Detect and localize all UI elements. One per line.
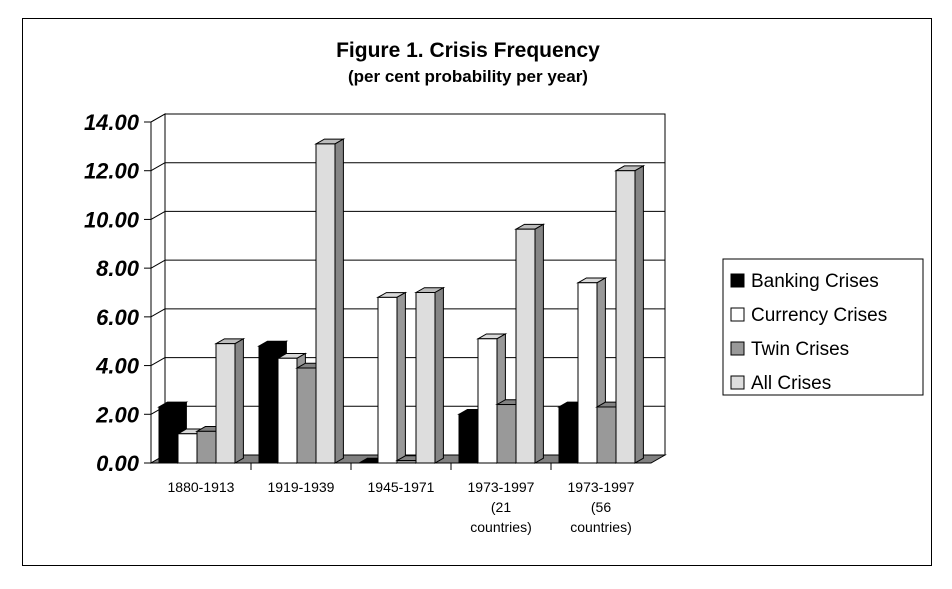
bar-front <box>258 345 279 464</box>
bars-layer <box>157 138 646 464</box>
legend-label: Banking Crises <box>751 271 879 292</box>
x-tick-label: 1919-1939 <box>268 479 335 495</box>
x-tick-label: 1880-1913 <box>168 479 235 495</box>
legend-swatch <box>730 375 745 390</box>
bar <box>314 138 346 464</box>
legend-label: Twin Crises <box>751 339 849 360</box>
y-tick-label: 6.00 <box>96 305 140 330</box>
x-tick-label: 1973-1997 <box>568 479 635 495</box>
bar-front <box>377 296 398 464</box>
x-tick-label: (56 <box>591 499 611 515</box>
bar <box>514 223 546 464</box>
bar <box>214 337 246 464</box>
y-axis: 0.00 2.00 4.00 6.00 8.00 10.00 12.00 14.00 <box>84 110 152 476</box>
bar-front <box>596 406 617 464</box>
x-tick-label: countries) <box>570 519 631 535</box>
bar-front <box>558 406 579 464</box>
legend-label: Currency Crises <box>751 305 887 326</box>
bar-front <box>177 433 198 464</box>
y-tick-label: 14.00 <box>84 110 140 135</box>
bar-front <box>215 343 236 464</box>
bar-front <box>458 413 479 464</box>
y-tick-label: 0.00 <box>96 451 140 476</box>
y-tick-label: 2.00 <box>95 402 140 427</box>
bar-front <box>477 338 498 464</box>
bar-side <box>634 165 644 464</box>
gridline-side <box>150 162 166 172</box>
chart-title: Figure 1. Crisis Frequency <box>336 39 600 62</box>
legend-swatch <box>730 307 745 322</box>
bar-side <box>534 223 544 464</box>
y-tick-label: 10.00 <box>84 207 140 232</box>
legend-swatch <box>730 341 745 356</box>
bar-front <box>615 170 636 464</box>
bar-front <box>158 406 179 464</box>
gridline-side <box>150 308 166 318</box>
bar <box>376 291 408 464</box>
bar-side <box>334 138 344 464</box>
chart-subtitle: (per cent probability per year) <box>348 67 588 86</box>
gridline-side <box>150 259 166 269</box>
bar-front <box>196 430 217 464</box>
bar-side <box>234 337 244 464</box>
legend-swatch <box>730 273 745 288</box>
y-tick-label: 4.00 <box>95 354 140 379</box>
bar-front <box>577 282 598 464</box>
chart-frame: Figure 1. Crisis Frequency (per cent pro… <box>22 18 932 566</box>
bar-front <box>296 367 317 464</box>
bar-side <box>434 286 444 464</box>
bar-front <box>315 143 336 464</box>
bar-front <box>496 404 517 464</box>
bar <box>414 286 446 464</box>
x-axis: 1880-1913 1919-1939 1945-1971 1973-1997 (21 c… <box>151 462 651 535</box>
x-tick-label: countries) <box>470 519 531 535</box>
legend-label: All Crises <box>751 373 831 394</box>
bar-front <box>515 228 536 464</box>
legend: Banking Crises Currency Crises Twin Crises… <box>722 258 924 396</box>
legend-box <box>722 258 924 396</box>
gridline-side <box>150 113 166 123</box>
x-tick-label: 1973-1997 <box>468 479 535 495</box>
bar-chart: Figure 1. Crisis Frequency (per cent pro… <box>84 39 924 535</box>
bar-side <box>396 291 406 464</box>
gridline-side <box>150 210 166 220</box>
y-tick-label: 8.00 <box>96 256 140 281</box>
x-tick-label: 1945-1971 <box>368 479 435 495</box>
x-tick-label: (21 <box>491 499 511 515</box>
bar-front <box>415 292 436 464</box>
y-tick-label: 12.00 <box>84 159 140 184</box>
bar <box>614 165 646 464</box>
bar-front <box>277 357 298 464</box>
gridline-side <box>150 357 166 367</box>
